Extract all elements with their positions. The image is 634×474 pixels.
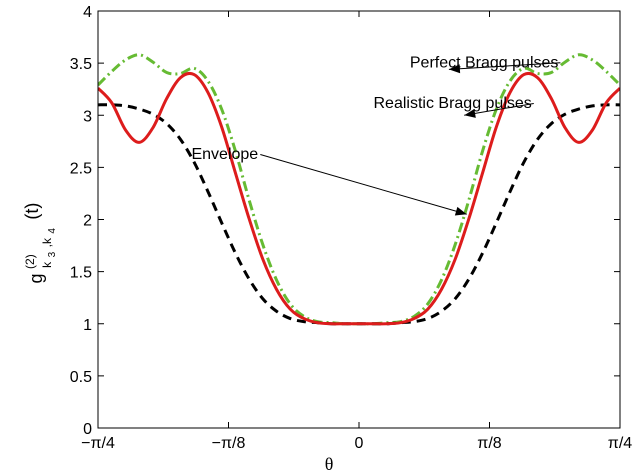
y-tick-label: 0.5	[70, 369, 92, 386]
y-label-base: g	[26, 273, 46, 283]
x-tick-label: 0	[355, 435, 364, 452]
annotation-arrow-line	[464, 102, 534, 116]
annotation-label: Realistic Bragg pulses	[373, 95, 531, 112]
y-tick-label: 1	[83, 317, 92, 334]
y-tick-label: 0	[83, 421, 92, 438]
series-layer	[98, 53, 620, 326]
y-tick-label: 4	[83, 4, 92, 21]
annotation-arrow-line	[260, 154, 467, 215]
y-label-sub-main: k	[40, 261, 54, 268]
y-tick-label: 3.5	[70, 56, 92, 73]
y-label-sub-sep: ,k	[40, 237, 54, 247]
x-tick-label: π/8	[477, 435, 501, 452]
annotation-label: Envelope	[191, 146, 258, 163]
annotation-layer: Perfect Bragg pulses Realistic Bragg puls…	[191, 54, 561, 216]
series-line-realistic-bragg-pulses	[98, 71, 620, 326]
y-label-sub-idx2: 4	[47, 228, 58, 234]
x-axis-title: θ	[325, 454, 334, 474]
y-tick-label: 2	[83, 213, 92, 230]
tick-layer: −π/4 −π/8 0 π/8 π/4 0 0.5 1 1.5 2 2.5 3 3.5 4	[70, 4, 633, 452]
annotation-label: Perfect Bragg pulses	[410, 54, 559, 71]
x-tick-label: π/4	[608, 435, 632, 452]
annotation-arrow-head	[464, 108, 476, 118]
y-axis-title: g (2) k 3 ,k 4 (t)	[21, 203, 59, 284]
y-tick-label: 1.5	[70, 265, 92, 282]
x-tick-label: −π/8	[212, 435, 246, 452]
annotation-arrow-head	[448, 64, 461, 74]
y-label-suffix: (t)	[22, 203, 42, 220]
y-label-sub-idx1: 3	[47, 251, 58, 257]
x-tick-label: −π/4	[81, 435, 115, 452]
y-tick-label: 3	[83, 108, 92, 125]
y-tick-label: 2.5	[70, 160, 92, 177]
annotation-arrow-line	[448, 62, 561, 70]
y-label-superscript: (2)	[23, 254, 37, 269]
annotation-arrow-head	[454, 206, 467, 216]
